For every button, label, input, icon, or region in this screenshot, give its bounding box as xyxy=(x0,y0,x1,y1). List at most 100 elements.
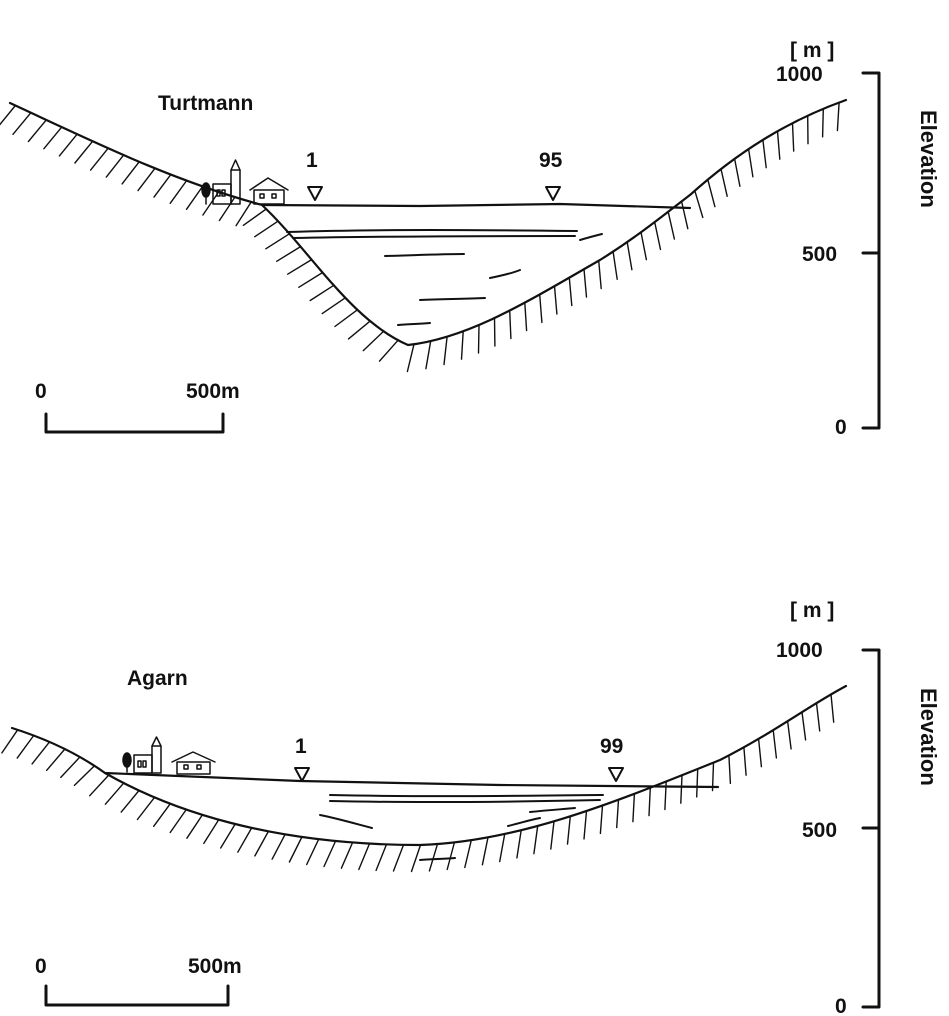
hatch-stroke xyxy=(632,793,636,823)
hatch-stroke xyxy=(186,814,204,839)
hatch-stroke xyxy=(306,838,320,866)
hatch-stroke xyxy=(105,154,125,178)
well-label: 1 xyxy=(295,735,307,758)
hatch-stroke xyxy=(60,756,81,779)
hatch-stroke xyxy=(481,836,489,866)
hatch-stroke xyxy=(153,173,172,198)
bedrock-hatching xyxy=(1,693,835,873)
hatch-stroke xyxy=(728,754,732,785)
hatch-stroke xyxy=(425,340,432,370)
hatch-stroke xyxy=(499,833,506,863)
axis-tick-label: 1000 xyxy=(776,63,823,86)
elevation-axis: [ m ] 1000 500 0 Elevation xyxy=(776,599,941,1016)
hatch-stroke xyxy=(509,309,512,340)
hatch-stroke xyxy=(696,768,699,798)
bedrock-profile xyxy=(8,98,848,347)
hatch-stroke xyxy=(169,808,188,834)
tree-icon xyxy=(201,182,211,205)
hatch-stroke xyxy=(218,196,236,222)
hatch-stroke xyxy=(733,158,741,188)
hatch-stroke xyxy=(58,133,78,157)
triangle-marker-icon xyxy=(307,186,323,201)
hatch-stroke xyxy=(321,297,346,315)
well-label: 1 xyxy=(306,149,318,172)
well-marker: 1 xyxy=(306,149,323,201)
sediment-layers xyxy=(286,229,603,326)
bedrock-profile xyxy=(10,684,848,847)
panel-turtmann: Turtmann xyxy=(0,39,941,439)
church-icon xyxy=(133,736,162,774)
hatch-stroke xyxy=(104,782,125,805)
hatch-stroke xyxy=(533,825,539,855)
well-marker: 99 xyxy=(600,735,624,782)
hatch-stroke xyxy=(612,250,618,280)
hatch-stroke xyxy=(626,241,633,271)
hatch-stroke xyxy=(539,293,543,324)
hatch-stroke xyxy=(667,211,676,240)
hatch-stroke xyxy=(460,330,464,360)
hatch-stroke xyxy=(254,830,270,857)
hatch-stroke xyxy=(566,815,571,845)
hatch-stroke xyxy=(599,804,604,835)
hatch-stroke xyxy=(89,147,109,171)
well-label: 99 xyxy=(600,735,623,758)
house-icon xyxy=(249,177,289,205)
hatch-stroke xyxy=(568,277,573,307)
house-icon xyxy=(171,751,216,775)
hatch-stroke xyxy=(276,245,302,262)
hatch-stroke xyxy=(202,191,220,216)
valley-fill-surface xyxy=(260,202,692,210)
well-marker: 1 xyxy=(294,735,310,782)
hatch-stroke xyxy=(583,268,588,298)
axis-tick-label: 0 xyxy=(835,995,847,1016)
hatch-stroke xyxy=(362,330,385,352)
hatch-stroke xyxy=(821,108,824,138)
elevation-axis: [ m ] 1000 500 0 Elevation xyxy=(776,39,941,439)
hatch-stroke xyxy=(550,820,555,850)
hatch-stroke xyxy=(772,729,778,759)
hatch-stroke xyxy=(358,842,371,871)
hatch-stroke xyxy=(680,774,683,804)
valley-fill-surface xyxy=(103,771,720,789)
hatch-stroke xyxy=(410,844,422,873)
hatch-stroke xyxy=(443,336,448,366)
hatch-stroke xyxy=(747,148,754,178)
hatch-stroke xyxy=(524,301,528,332)
hatch-stroke xyxy=(43,126,63,150)
well-marker: 95 xyxy=(539,149,563,201)
triangle-marker-icon xyxy=(608,767,624,782)
hatch-stroke xyxy=(830,693,835,723)
hatch-stroke xyxy=(265,233,291,250)
hatch-stroke xyxy=(347,320,371,340)
hatch-stroke xyxy=(836,101,840,132)
hatch-stroke xyxy=(428,843,439,872)
sediment-layers xyxy=(319,794,604,861)
scale-bar: 0 500m xyxy=(35,380,240,434)
hatch-stroke xyxy=(583,810,588,840)
hatch-stroke xyxy=(31,741,51,765)
tree-icon xyxy=(122,752,132,773)
axis-tick-label: 1000 xyxy=(776,639,823,662)
triangle-marker-icon xyxy=(545,186,561,201)
hatch-stroke xyxy=(46,748,66,771)
hatch-stroke xyxy=(0,104,17,126)
hatch-stroke xyxy=(762,139,767,169)
hatch-stroke xyxy=(152,803,172,827)
hatch-stroke xyxy=(464,839,472,869)
hatch-stroke xyxy=(219,823,236,849)
hatch-stroke xyxy=(720,168,728,198)
hatch-stroke xyxy=(334,309,359,328)
hatch-stroke xyxy=(16,734,35,759)
hatch-stroke xyxy=(271,833,286,860)
scale-end-label: 500m xyxy=(186,380,240,403)
hatch-stroke xyxy=(375,843,388,872)
hatch-stroke xyxy=(136,796,156,821)
panel-title: Turtmann xyxy=(158,92,253,115)
hatch-stroke xyxy=(121,161,140,185)
hatch-stroke xyxy=(598,260,602,290)
well-label: 95 xyxy=(539,149,563,172)
hatch-stroke xyxy=(254,220,279,238)
axis-unit: [ m ] xyxy=(790,39,834,62)
axis-tick-label: 500 xyxy=(802,243,837,266)
hatch-stroke xyxy=(74,140,94,164)
